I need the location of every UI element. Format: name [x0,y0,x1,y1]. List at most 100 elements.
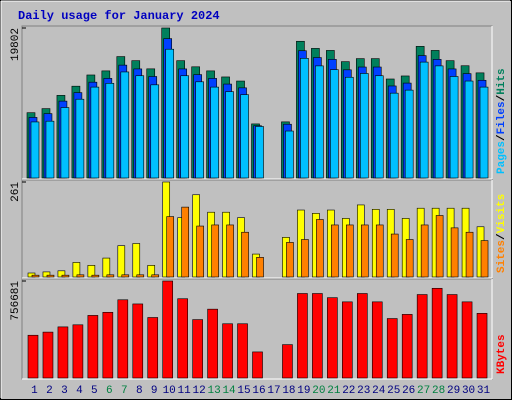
bar [192,319,203,379]
bar [27,334,39,379]
bar [225,91,234,179]
bar [46,274,55,278]
bar [476,313,488,379]
x-tick-label: 3 [61,385,68,397]
bar [356,293,368,379]
chart-title: Daily usage for January 2024 [18,9,220,23]
bar [30,121,40,179]
bar [211,224,219,278]
x-tick-label: 15 [237,385,250,397]
bar [121,274,130,278]
bar [87,265,96,278]
bar [151,274,160,278]
bar [390,233,399,278]
bar [222,323,233,379]
bar [132,303,144,379]
bar [165,48,175,179]
bar [256,257,264,278]
x-tick-label: 9 [151,385,158,397]
bar [461,301,473,379]
x-tick-label: 24 [372,385,386,397]
bar [374,75,384,179]
legend-entry: KBytes [496,334,508,374]
x-tick-label: 6 [106,385,113,397]
bar [465,231,474,278]
legend-separator: / [496,233,508,240]
bar [177,298,188,379]
bar [226,224,234,278]
bar [207,308,218,379]
bar [195,81,204,179]
x-tick-label: 13 [207,385,220,397]
bar [416,294,428,379]
bar [102,257,111,278]
y-tick-label: 756681 [10,281,22,321]
bar [375,224,384,278]
bar [105,83,115,179]
bar [327,297,338,379]
x-tick-label: 23 [357,385,370,397]
bar [117,245,126,278]
bar [87,315,99,379]
bar [72,324,84,379]
x-tick-label: 10 [163,385,176,397]
legend: Pages/Files/Hits [496,68,508,174]
bar [42,271,51,278]
x-tick-label: 19 [297,385,310,397]
legend-entry: Sites [496,240,508,273]
bar [76,274,85,278]
bar [301,239,309,278]
bar [282,344,293,379]
bar [45,120,55,179]
bar [57,270,66,278]
bar [401,314,413,379]
x-tick-label: 16 [252,385,265,397]
bar [90,86,100,179]
bar [315,65,324,179]
bar [286,242,294,278]
legend-entry: Pages [496,141,508,174]
bar [285,130,294,179]
legend-separator: / [496,94,508,101]
legend: KBytes [496,334,508,374]
bar [420,224,429,278]
x-tick-label: 31 [477,385,491,397]
bar [434,65,444,179]
x-tick-label: 27 [417,385,430,397]
bar [57,326,69,379]
bar [60,107,70,179]
x-tick-label: 7 [121,385,128,397]
y-tick-label: 261 [10,182,22,202]
bar [180,75,189,179]
bar [464,80,474,179]
bar [346,224,354,278]
bar [331,224,339,278]
x-tick-label: 8 [136,385,143,397]
bar [480,240,489,278]
bar [431,287,443,379]
x-tick-label: 29 [447,385,460,397]
bar [166,216,175,278]
bar [479,86,489,179]
bar [450,227,459,278]
bar [106,274,115,278]
legend-entry: Hits [496,68,508,94]
x-tick-label: 25 [387,385,400,397]
bar [150,84,160,179]
bar [342,301,353,379]
bar [252,351,263,379]
bar [42,331,54,379]
bar [147,317,159,379]
bar [241,231,249,278]
bar [196,225,204,278]
bar [91,274,100,278]
bar [386,318,398,379]
bar [300,58,309,179]
bar [446,294,458,379]
bar [132,243,141,278]
bar [75,98,85,179]
legend: Sites/Visits [496,194,508,273]
bar [389,92,399,179]
x-tick-label: 28 [432,385,445,397]
